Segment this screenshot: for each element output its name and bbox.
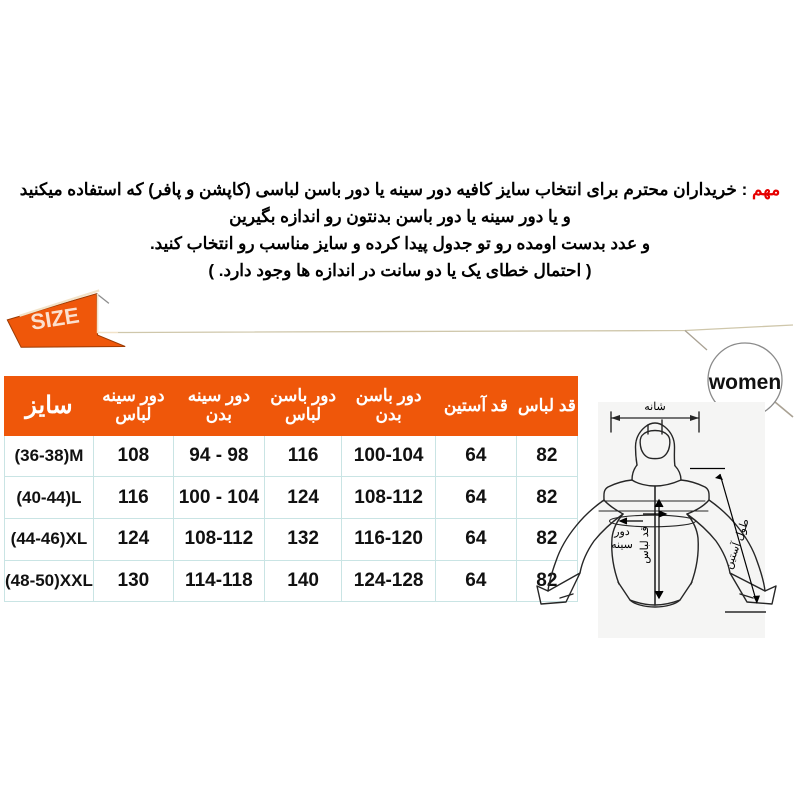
svg-text:دور: دور (613, 526, 630, 538)
svg-text:قد لباس: قد لباس (639, 526, 651, 564)
svg-text:سینه: سینه (611, 539, 633, 551)
svg-text:شانه: شانه (644, 401, 666, 413)
